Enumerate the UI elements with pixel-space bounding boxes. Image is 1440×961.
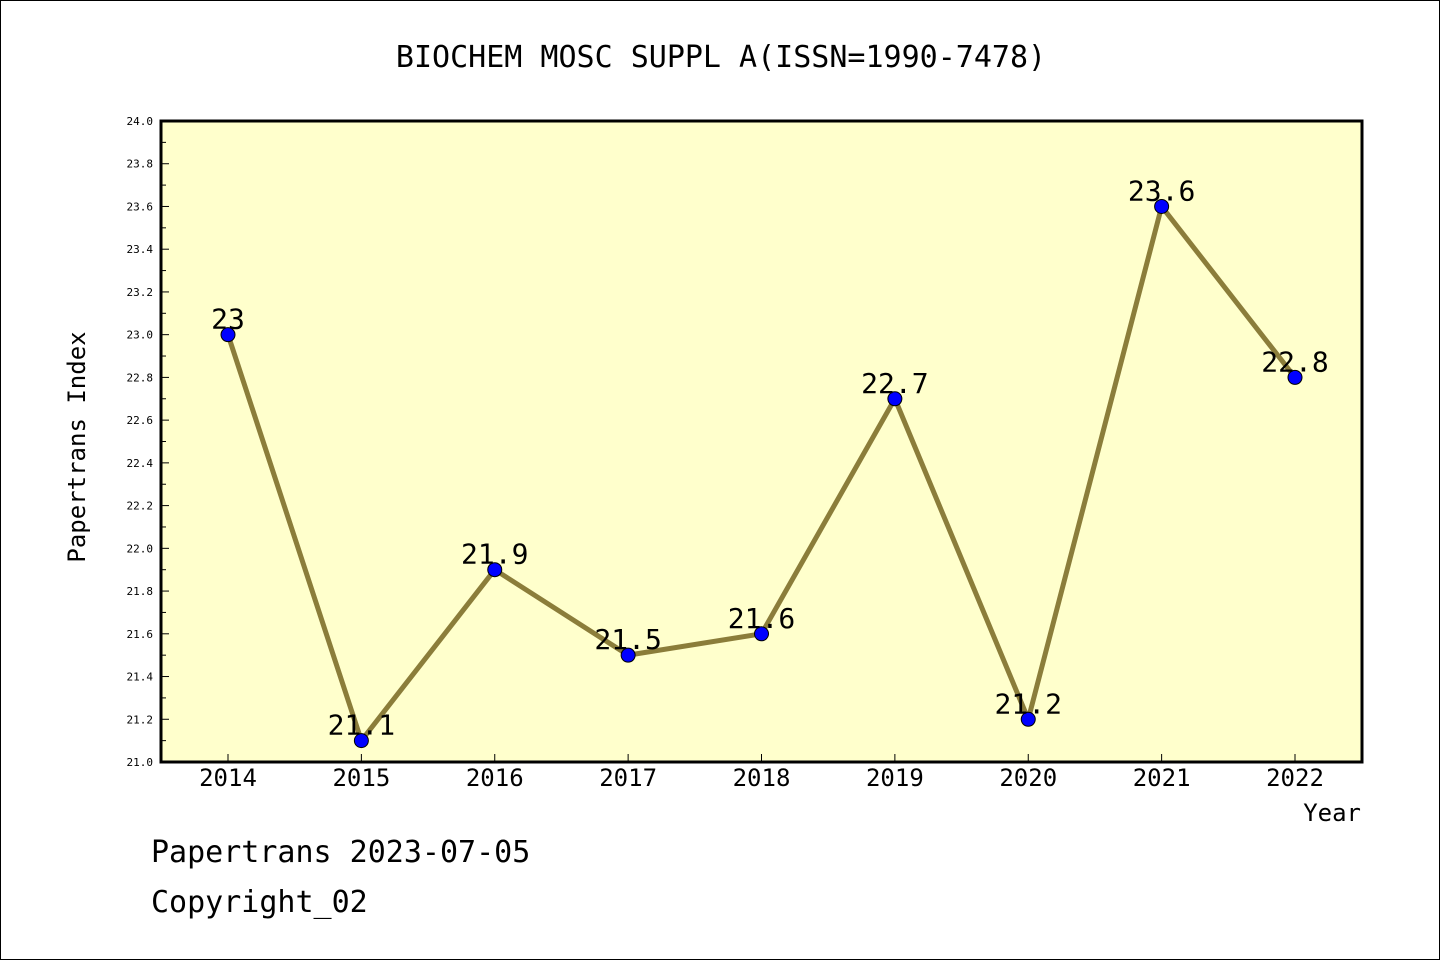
data-label: 21.5: [594, 623, 661, 656]
data-point: [620, 647, 636, 663]
x-tick-label: 2015: [332, 764, 390, 792]
x-axis-label: Year: [1303, 799, 1361, 827]
footer-date: Papertrans 2023-07-05: [151, 835, 531, 870]
data-point: [887, 391, 903, 407]
x-tick-label: 2017: [599, 764, 657, 792]
data-label: 21.9: [461, 538, 528, 571]
y-tick-label: 21.6: [127, 628, 154, 641]
y-tick-label: 23.0: [127, 329, 154, 342]
y-tick-label: 22.4: [127, 457, 154, 470]
y-tick-label: 21.2: [127, 713, 154, 726]
data-label: 22.7: [861, 367, 928, 400]
y-tick-label: 21.0: [127, 756, 154, 769]
data-point: [754, 626, 769, 642]
y-tick-label: 23.2: [127, 286, 154, 299]
data-label: 23: [211, 303, 245, 336]
data-point: [1287, 369, 1303, 385]
series-markers: [220, 198, 1303, 749]
data-point: [353, 733, 369, 749]
x-tick-label: 2016: [466, 764, 524, 792]
data-label: 21.6: [728, 602, 795, 635]
data-point: [487, 562, 503, 578]
y-tick-label: 22.2: [127, 500, 154, 513]
x-tick-label: 2014: [199, 764, 257, 792]
plot-area: [159, 119, 1364, 764]
footer-copyright: Copyright_02: [151, 885, 368, 920]
x-tick-label: 2022: [1266, 764, 1324, 792]
y-axis-label: Papertrans Index: [63, 331, 91, 562]
y-tick-label: 22.8: [127, 371, 154, 384]
y-tick-label: 21.4: [127, 671, 154, 684]
data-point: [220, 327, 236, 343]
x-axis: 2014 2015 2016 2017 2018 2019 2020 2021 2022: [199, 754, 1324, 792]
y-tick-label: 22.6: [127, 414, 154, 427]
data-label: 22.8: [1261, 345, 1328, 378]
data-labels: 23 21.1 21.9 21.5 21.6 22.7 21.2 23.6 22.8: [211, 174, 1329, 741]
x-tick-label: 2020: [999, 764, 1057, 792]
x-tick-label: 2019: [866, 764, 924, 792]
y-tick-label: 23.6: [127, 200, 154, 213]
data-label: 23.6: [1128, 174, 1195, 207]
y-tick-label: 24.0: [127, 115, 154, 128]
y-tick-label: 22.0: [127, 542, 154, 555]
data-point: [1154, 198, 1170, 214]
data-label: 21.1: [328, 709, 395, 742]
y-tick-label: 23.8: [127, 158, 154, 171]
data-label: 21.2: [995, 687, 1062, 720]
chart-title: BIOCHEM MOSC SUPPL A(ISSN=1990-7478): [396, 40, 1046, 75]
x-tick-label: 2021: [1133, 764, 1191, 792]
y-axis: 21.0 21.2 21.4 21.6 21.8 22.0 22.2 22.4 22.6 22.8…: [127, 115, 169, 769]
x-tick-label: 2018: [733, 764, 791, 792]
y-tick-label: 23.4: [127, 243, 154, 256]
y-tick-label: 21.8: [127, 585, 154, 598]
data-point: [1020, 711, 1036, 727]
